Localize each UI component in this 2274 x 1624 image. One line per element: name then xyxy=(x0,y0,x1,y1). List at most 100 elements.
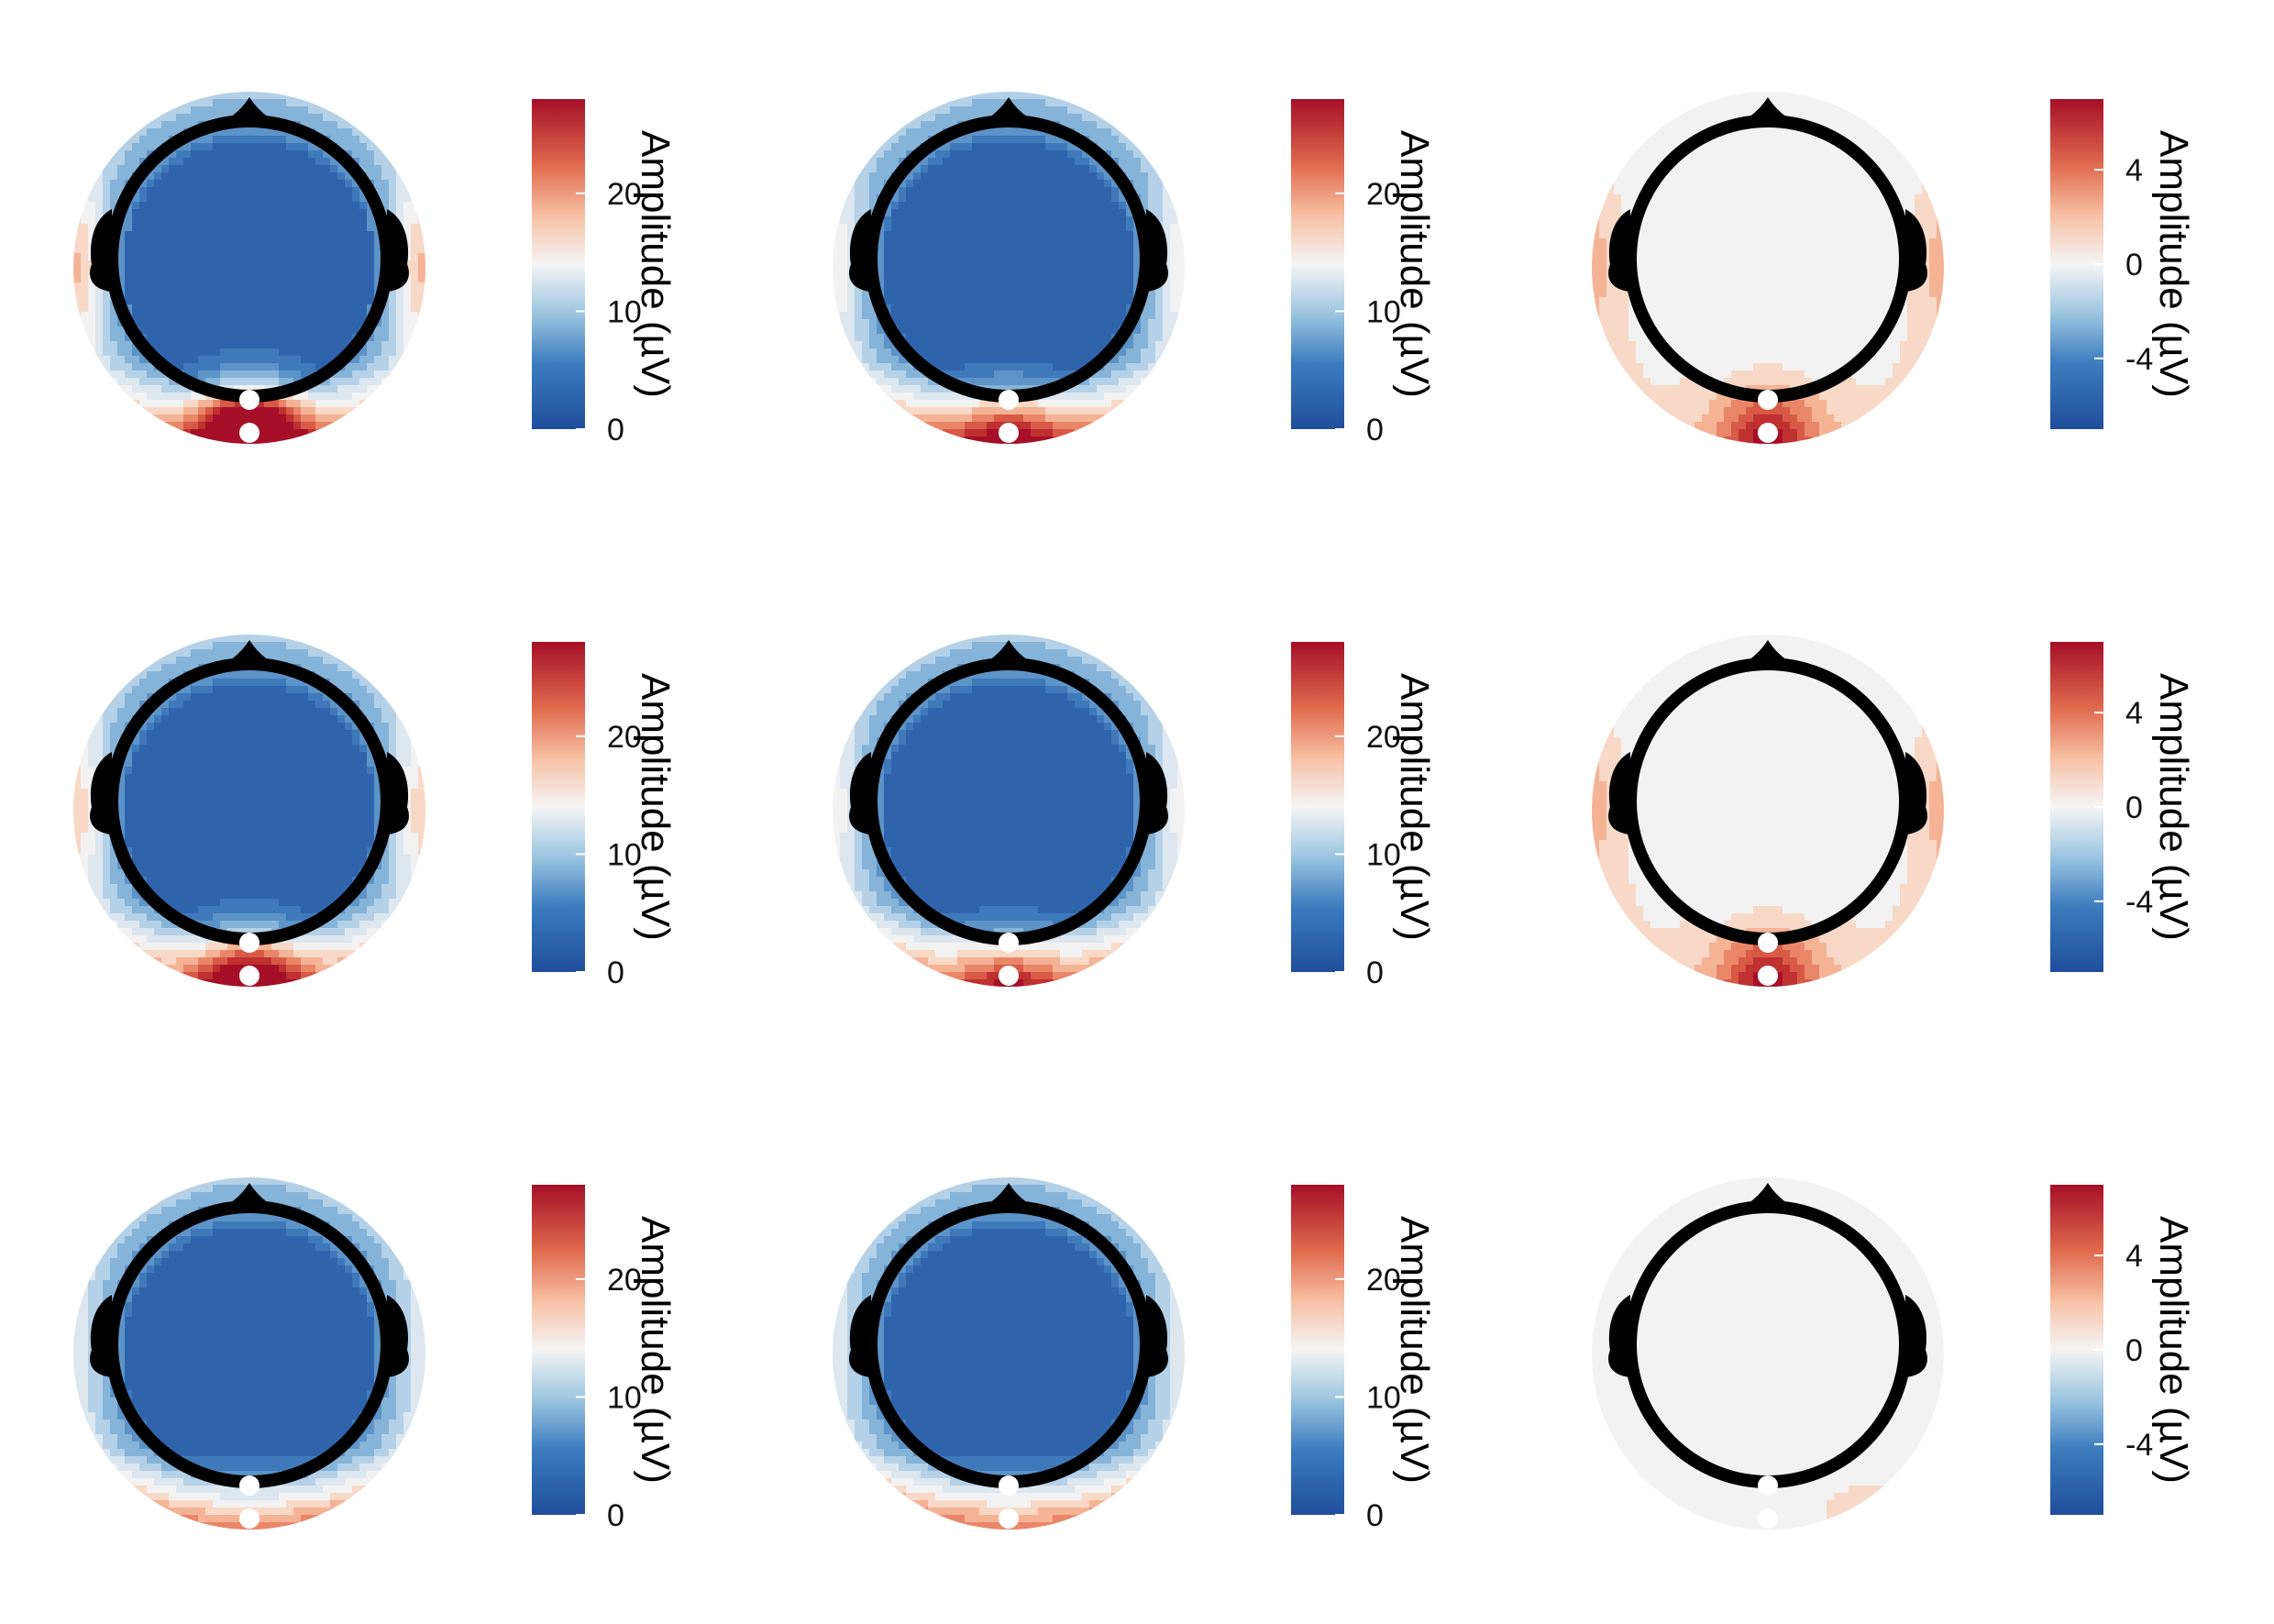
map-cell xyxy=(205,202,214,210)
map-cell xyxy=(169,400,177,408)
map-cell xyxy=(293,400,302,408)
map-cell xyxy=(1636,143,1644,151)
map-cell xyxy=(381,385,390,393)
map-cell xyxy=(1694,150,1703,159)
map-cell xyxy=(132,246,140,254)
map-cell xyxy=(323,378,331,386)
map-cell xyxy=(1643,158,1651,166)
map-cell xyxy=(869,348,878,357)
map-cell xyxy=(1075,312,1083,320)
map-cell xyxy=(891,385,900,393)
map-cell xyxy=(271,246,280,254)
map-cell xyxy=(205,275,214,283)
map-cell xyxy=(1665,231,1673,239)
map-cell xyxy=(855,348,863,357)
map-cell xyxy=(928,114,936,122)
map-cell xyxy=(1819,92,1827,100)
map-cell xyxy=(367,238,375,247)
map-cell xyxy=(279,143,287,151)
map-cell xyxy=(213,363,221,371)
map-cell xyxy=(1724,99,1732,107)
map-cell xyxy=(1702,172,1710,181)
map-cell xyxy=(979,348,988,357)
map-cell xyxy=(330,290,338,298)
map-cell xyxy=(833,260,841,269)
map-cell xyxy=(1878,136,1886,144)
map-cell xyxy=(301,319,309,327)
map-cell xyxy=(1104,202,1112,210)
map-cell xyxy=(1709,209,1717,217)
map-cell xyxy=(965,414,973,423)
map-cell xyxy=(235,275,243,283)
map-cell xyxy=(1038,429,1046,437)
map-cell xyxy=(323,231,331,239)
map-cell xyxy=(1038,99,1046,107)
map-cell xyxy=(1929,231,1937,239)
map-cell xyxy=(374,143,382,151)
map-cell xyxy=(125,356,133,364)
map-cell xyxy=(1717,253,1725,261)
map-cell xyxy=(88,334,96,342)
map-cell xyxy=(862,290,870,298)
map-cell xyxy=(913,187,922,195)
map-cell xyxy=(139,319,148,327)
map-cell xyxy=(235,334,243,342)
map-cell xyxy=(183,400,192,408)
map-cell xyxy=(1797,180,1805,188)
map-cell xyxy=(308,326,316,335)
map-cell xyxy=(286,150,294,159)
map-cell xyxy=(257,385,265,393)
map-cell xyxy=(921,253,929,261)
map-cell xyxy=(1001,224,1010,232)
map-cell xyxy=(1082,407,1090,415)
map-cell xyxy=(1119,356,1127,364)
map-cell xyxy=(1104,385,1112,393)
map-cell xyxy=(913,378,922,386)
map-cell xyxy=(323,334,331,342)
map-cell xyxy=(994,92,1002,100)
map-cell xyxy=(411,341,419,349)
map-cell xyxy=(913,194,922,203)
map-cell xyxy=(264,172,272,181)
map-cell xyxy=(257,128,265,137)
map-cell xyxy=(1141,341,1149,349)
map-cell xyxy=(891,319,900,327)
map-cell xyxy=(81,326,89,335)
map-cell xyxy=(213,224,221,232)
map-cell xyxy=(1775,253,1783,261)
map-cell xyxy=(950,106,958,115)
map-cell xyxy=(1665,209,1673,217)
map-cell xyxy=(191,326,199,335)
map-cell xyxy=(1016,319,1024,327)
map-cell xyxy=(979,290,988,298)
map-cell xyxy=(147,121,155,129)
map-cell xyxy=(301,172,309,181)
map-cell xyxy=(1009,143,1017,151)
map-cell xyxy=(81,312,89,320)
map-cell xyxy=(994,312,1002,320)
map-cell xyxy=(257,422,265,430)
map-cell xyxy=(1871,268,1879,276)
map-cell xyxy=(323,158,331,166)
map-cell xyxy=(1111,121,1120,129)
map-cell xyxy=(994,385,1002,393)
map-cell xyxy=(1636,282,1644,291)
map-cell xyxy=(337,143,346,151)
map-cell xyxy=(1031,172,1039,181)
map-cell xyxy=(301,268,309,276)
map-cell xyxy=(1599,194,1607,203)
map-cell xyxy=(213,429,221,437)
map-cell xyxy=(972,180,980,188)
map-cell xyxy=(213,194,221,203)
map-cell xyxy=(1148,370,1156,379)
map-cell xyxy=(1797,106,1805,115)
map-cell xyxy=(1148,348,1156,357)
map-cell xyxy=(950,99,958,107)
map-cell xyxy=(198,275,206,283)
map-cell xyxy=(1163,356,1171,364)
map-cell xyxy=(235,312,243,320)
map-cell xyxy=(249,224,258,232)
map-cell xyxy=(906,180,914,188)
map-cell xyxy=(1893,136,1901,144)
map-cell xyxy=(1038,378,1046,386)
